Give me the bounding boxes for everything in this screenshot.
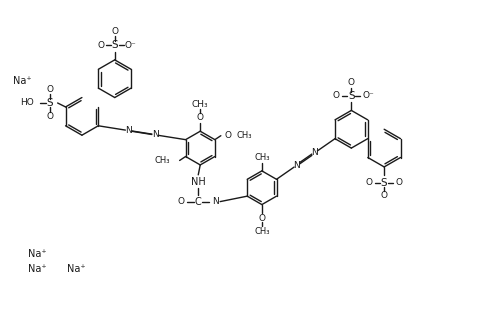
Text: O: O [366, 178, 373, 187]
Text: O: O [381, 191, 388, 200]
Text: O: O [178, 197, 185, 206]
Text: O: O [348, 78, 355, 87]
Text: O: O [111, 27, 118, 36]
Text: N: N [294, 161, 300, 169]
Text: CH₃: CH₃ [154, 156, 170, 165]
Text: O: O [258, 214, 265, 223]
Text: CH₃: CH₃ [254, 153, 270, 163]
Text: N: N [311, 148, 318, 158]
Text: HO: HO [20, 99, 34, 107]
Text: O⁻: O⁻ [362, 91, 374, 100]
Text: O: O [46, 112, 53, 121]
Text: Na⁺: Na⁺ [28, 249, 47, 259]
Text: CH₃: CH₃ [254, 227, 270, 236]
Text: O: O [224, 131, 231, 140]
Text: CH₃: CH₃ [237, 131, 252, 140]
Text: S: S [47, 98, 53, 108]
Text: Na⁺: Na⁺ [12, 76, 31, 86]
Text: O: O [197, 113, 204, 122]
Text: S: S [111, 40, 118, 50]
Text: N: N [152, 130, 158, 139]
Text: N: N [125, 126, 132, 135]
Text: O: O [97, 41, 104, 49]
Text: S: S [381, 178, 387, 188]
Text: N: N [212, 197, 218, 206]
Text: Na⁺: Na⁺ [67, 264, 85, 274]
Text: O⁻: O⁻ [125, 41, 136, 49]
Text: Na⁺: Na⁺ [28, 264, 47, 274]
Text: C: C [195, 197, 202, 207]
Text: O: O [333, 91, 340, 100]
Text: O: O [396, 178, 403, 187]
Text: O: O [46, 85, 53, 94]
Text: CH₃: CH₃ [192, 100, 208, 109]
Text: S: S [348, 90, 355, 100]
Text: NH: NH [191, 177, 205, 187]
